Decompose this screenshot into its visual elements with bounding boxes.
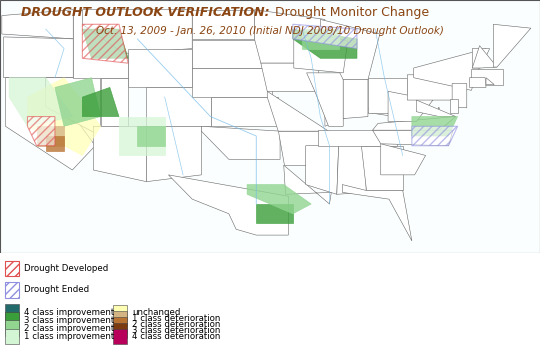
Polygon shape: [5, 78, 95, 170]
Polygon shape: [28, 117, 55, 146]
Polygon shape: [55, 78, 100, 126]
Polygon shape: [471, 69, 503, 85]
Text: 3 class improvement: 3 class improvement: [24, 316, 114, 325]
Polygon shape: [46, 136, 64, 151]
Polygon shape: [128, 48, 192, 88]
Polygon shape: [211, 97, 278, 126]
Text: Oct. 13, 2009 - Jan. 26, 2010 (Initial NDJ 2009/10 Drought Outlook): Oct. 13, 2009 - Jan. 26, 2010 (Initial N…: [96, 26, 444, 36]
Polygon shape: [192, 10, 254, 39]
Polygon shape: [137, 126, 165, 146]
Polygon shape: [416, 100, 456, 117]
Polygon shape: [293, 24, 357, 48]
Polygon shape: [247, 184, 311, 214]
Polygon shape: [146, 88, 211, 126]
Polygon shape: [373, 117, 456, 130]
Polygon shape: [83, 10, 192, 53]
Bar: [5, 261, 19, 276]
Text: unchanged: unchanged: [132, 308, 181, 317]
Text: 1 class improvement: 1 class improvement: [24, 332, 114, 341]
Polygon shape: [407, 75, 461, 100]
Polygon shape: [320, 19, 380, 80]
Text: 4 class improvement: 4 class improvement: [24, 308, 114, 317]
Polygon shape: [278, 131, 324, 165]
Polygon shape: [472, 46, 497, 68]
Text: 3 class deterioration: 3 class deterioration: [132, 326, 221, 335]
Bar: [5, 282, 19, 298]
Polygon shape: [388, 91, 433, 121]
Text: DROUGHT OUTLOOK VERIFICATION:: DROUGHT OUTLOOK VERIFICATION:: [22, 6, 270, 19]
Polygon shape: [146, 126, 201, 182]
Polygon shape: [412, 126, 457, 146]
Bar: [5, 312, 19, 328]
Polygon shape: [83, 88, 119, 117]
Polygon shape: [414, 48, 486, 90]
Polygon shape: [9, 78, 73, 126]
Polygon shape: [100, 78, 128, 126]
Polygon shape: [361, 146, 403, 190]
Text: 1 class deterioration: 1 class deterioration: [132, 314, 221, 323]
Polygon shape: [93, 126, 146, 182]
Polygon shape: [83, 29, 128, 58]
Polygon shape: [452, 83, 467, 108]
Polygon shape: [4, 37, 73, 78]
Polygon shape: [46, 78, 100, 136]
Polygon shape: [318, 130, 397, 146]
Polygon shape: [337, 146, 366, 194]
Polygon shape: [37, 126, 64, 146]
Polygon shape: [293, 29, 357, 58]
Polygon shape: [168, 175, 288, 235]
Bar: [113, 329, 127, 344]
Polygon shape: [342, 184, 412, 241]
Bar: [113, 322, 127, 338]
Polygon shape: [2, 10, 73, 39]
Bar: [113, 317, 127, 332]
Polygon shape: [438, 107, 440, 109]
Bar: [5, 304, 19, 320]
Text: Drought Developed: Drought Developed: [24, 264, 109, 273]
Polygon shape: [119, 117, 165, 155]
Text: Drought Ended: Drought Ended: [24, 285, 90, 294]
Polygon shape: [201, 126, 280, 159]
Polygon shape: [192, 40, 262, 68]
Polygon shape: [494, 24, 531, 67]
Polygon shape: [486, 78, 494, 84]
Polygon shape: [381, 144, 426, 175]
Polygon shape: [302, 29, 339, 48]
Polygon shape: [343, 80, 368, 119]
Polygon shape: [325, 106, 395, 126]
Polygon shape: [294, 30, 348, 73]
Polygon shape: [307, 73, 343, 126]
Text: 2 class deterioration: 2 class deterioration: [132, 320, 221, 329]
Polygon shape: [261, 63, 320, 91]
Bar: [113, 305, 127, 320]
Polygon shape: [83, 24, 128, 63]
Polygon shape: [254, 10, 325, 63]
Text: Drought Monitor Change: Drought Monitor Change: [271, 6, 429, 19]
Polygon shape: [472, 48, 490, 68]
Polygon shape: [306, 146, 339, 194]
Text: 4 class deterioration: 4 class deterioration: [132, 332, 221, 341]
Bar: [113, 311, 127, 326]
Polygon shape: [368, 78, 407, 113]
Text: 2 class improvement: 2 class improvement: [24, 324, 114, 333]
Polygon shape: [284, 165, 332, 204]
Polygon shape: [469, 78, 486, 88]
Polygon shape: [256, 204, 293, 224]
Polygon shape: [73, 10, 128, 78]
Polygon shape: [412, 117, 457, 136]
Polygon shape: [267, 91, 328, 131]
Bar: [5, 320, 19, 336]
Polygon shape: [450, 99, 457, 113]
Polygon shape: [373, 130, 453, 146]
Polygon shape: [192, 68, 272, 97]
Bar: [5, 329, 19, 344]
Polygon shape: [28, 78, 100, 155]
